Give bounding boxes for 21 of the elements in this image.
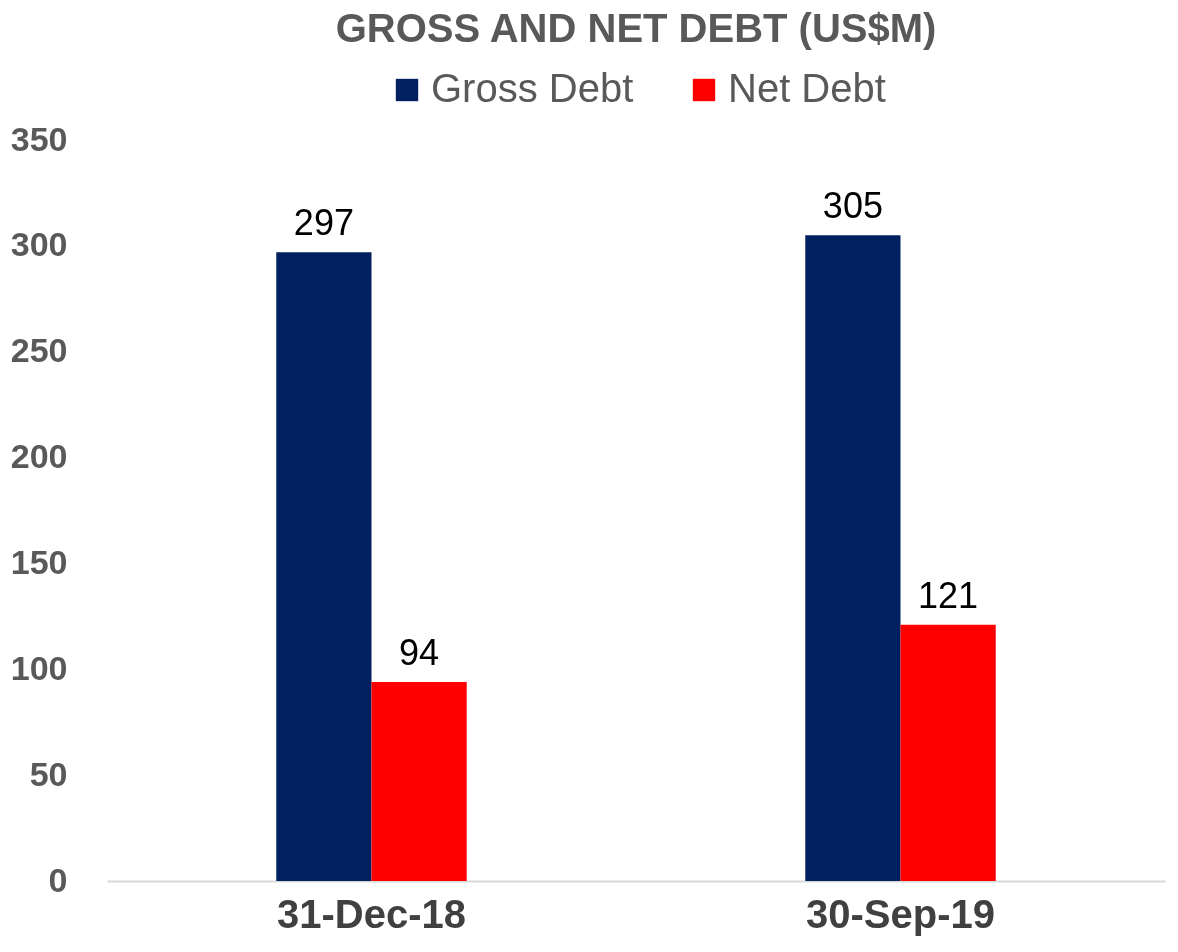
data-label: 94 bbox=[399, 631, 440, 673]
bar bbox=[900, 624, 996, 881]
x-tick-label: 31-Dec-18 bbox=[276, 891, 467, 936]
y-tick-label: 150 bbox=[10, 542, 68, 581]
x-tick-label: 30-Sep-19 bbox=[806, 891, 995, 936]
y-tick-label: 300 bbox=[10, 225, 68, 264]
legend-label: Net Debt bbox=[728, 66, 886, 110]
bar bbox=[276, 252, 372, 881]
y-tick-label: 100 bbox=[10, 648, 68, 687]
y-tick-label: 50 bbox=[29, 754, 68, 793]
data-label: 297 bbox=[293, 202, 354, 244]
y-tick-label: 200 bbox=[10, 437, 68, 476]
y-tick-label: 350 bbox=[10, 119, 68, 158]
chart-title: GROSS AND NET DEBT (US$M) bbox=[335, 6, 937, 50]
y-tick-label: 250 bbox=[10, 331, 68, 370]
bar bbox=[371, 681, 467, 881]
legend-label: Gross Debt bbox=[431, 66, 634, 110]
y-tick-label: 0 bbox=[48, 860, 68, 899]
bar bbox=[805, 235, 901, 881]
data-label: 121 bbox=[918, 574, 979, 616]
data-label: 305 bbox=[822, 185, 883, 227]
